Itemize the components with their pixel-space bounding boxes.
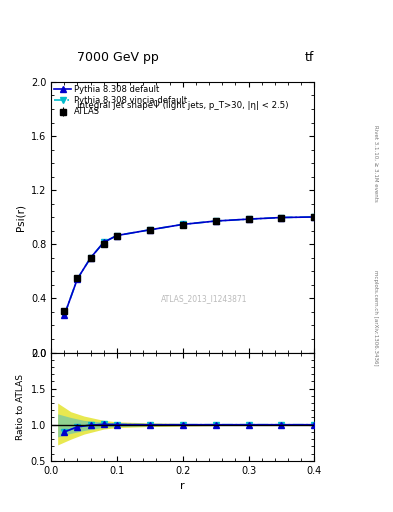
- Pythia 8.308 default: [180, 221, 185, 227]
- Pythia 8.308 vincia-default: [75, 276, 80, 282]
- Pythia 8.308 vincia-default: [246, 216, 251, 222]
- Y-axis label: Ratio to ATLAS: Ratio to ATLAS: [16, 374, 25, 440]
- Pythia 8.308 default: [312, 214, 317, 220]
- Text: Rivet 3.1.10, ≥ 3.1M events: Rivet 3.1.10, ≥ 3.1M events: [373, 125, 378, 202]
- Pythia 8.308 vincia-default: [62, 312, 67, 318]
- X-axis label: r: r: [180, 481, 185, 491]
- Pythia 8.308 vincia-default: [213, 218, 218, 224]
- Pythia 8.308 vincia-default: [180, 221, 185, 227]
- Pythia 8.308 vincia-default: [101, 239, 106, 245]
- Text: 7000 GeV pp: 7000 GeV pp: [77, 51, 159, 64]
- Pythia 8.308 default: [246, 216, 251, 222]
- Text: tf: tf: [305, 51, 314, 64]
- Pythia 8.308 vincia-default: [312, 214, 317, 220]
- Pythia 8.308 vincia-default: [115, 232, 119, 239]
- Text: ATLAS_2013_I1243871: ATLAS_2013_I1243871: [161, 294, 247, 303]
- Pythia 8.308 vincia-default: [147, 227, 152, 233]
- Text: mcplots.cern.ch [arXiv:1306.3436]: mcplots.cern.ch [arXiv:1306.3436]: [373, 270, 378, 365]
- Pythia 8.308 default: [101, 239, 106, 245]
- Pythia 8.308 default: [213, 218, 218, 224]
- Pythia 8.308 default: [75, 276, 80, 282]
- Pythia 8.308 vincia-default: [88, 255, 93, 261]
- Line: Pythia 8.308 default: Pythia 8.308 default: [61, 214, 317, 318]
- Legend: Pythia 8.308 default, Pythia 8.308 vincia-default, ATLAS: Pythia 8.308 default, Pythia 8.308 vinci…: [53, 84, 187, 117]
- Pythia 8.308 default: [62, 312, 67, 318]
- Pythia 8.308 default: [88, 255, 93, 261]
- Pythia 8.308 default: [279, 215, 284, 221]
- Line: Pythia 8.308 vincia-default: Pythia 8.308 vincia-default: [61, 214, 317, 318]
- Pythia 8.308 default: [115, 232, 119, 239]
- Y-axis label: Psi(r): Psi(r): [15, 204, 25, 231]
- Pythia 8.308 default: [147, 227, 152, 233]
- Text: Integral jet shapeΨ (light jets, p_T>30, |η| < 2.5): Integral jet shapeΨ (light jets, p_T>30,…: [77, 101, 288, 110]
- Pythia 8.308 vincia-default: [279, 215, 284, 221]
